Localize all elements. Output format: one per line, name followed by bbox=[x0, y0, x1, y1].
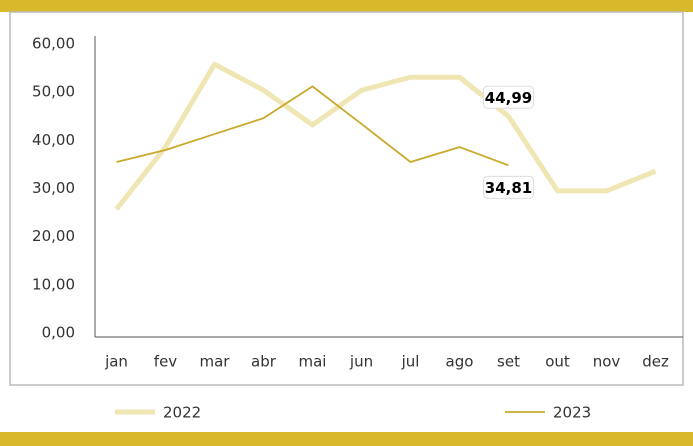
bottom-band bbox=[0, 432, 693, 446]
y-tick-label: 10,00 bbox=[32, 275, 75, 293]
y-tick-label: 30,00 bbox=[32, 179, 75, 197]
top-band bbox=[0, 0, 693, 12]
series-line bbox=[116, 85, 509, 167]
y-tick-label: 20,00 bbox=[32, 227, 75, 245]
x-tick-label: jul bbox=[401, 353, 420, 371]
x-tick-label: out bbox=[545, 353, 570, 371]
legend-label: 2022 bbox=[163, 404, 201, 422]
legend-label: 2023 bbox=[553, 404, 591, 422]
x-tick-label: mar bbox=[200, 353, 231, 371]
x-tick-label: nov bbox=[593, 353, 621, 371]
y-tick-label: 60,00 bbox=[32, 35, 75, 53]
x-tick-label: jan bbox=[104, 353, 128, 371]
x-tick-label: fev bbox=[154, 353, 178, 371]
data-label-box bbox=[483, 85, 534, 109]
y-tick-label: 50,00 bbox=[32, 83, 75, 101]
x-tick-label: abr bbox=[251, 353, 277, 371]
y-tick-label: 0,00 bbox=[42, 324, 75, 342]
data-label: 44,99 bbox=[485, 89, 532, 107]
data-label: 34,81 bbox=[485, 179, 532, 197]
x-tick-label: mai bbox=[299, 353, 327, 371]
x-tick-label: set bbox=[497, 353, 520, 371]
y-tick-label: 40,00 bbox=[32, 131, 75, 149]
series-line bbox=[114, 61, 657, 211]
x-tick-label: ago bbox=[446, 353, 474, 371]
chart-frame bbox=[9, 11, 684, 386]
x-tick-label: jun bbox=[349, 353, 373, 371]
data-label-box bbox=[483, 175, 534, 199]
x-tick-label: dez bbox=[642, 353, 669, 371]
